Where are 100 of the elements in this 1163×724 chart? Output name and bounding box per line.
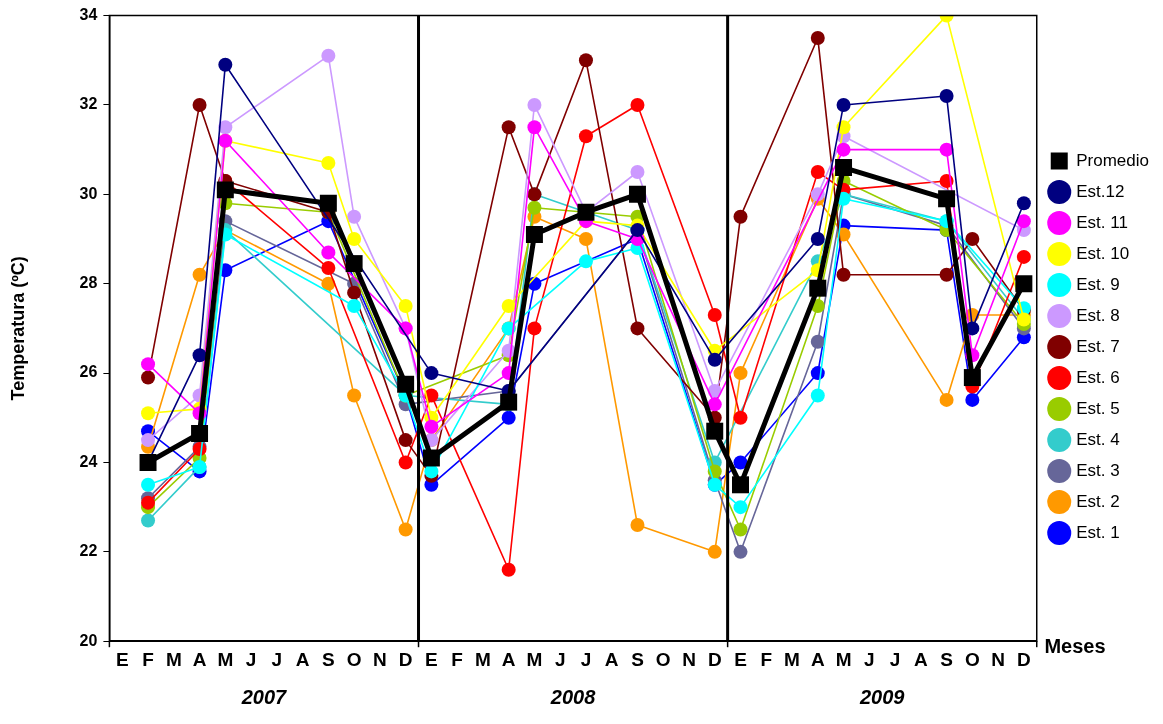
x-tick-label: F [760,648,773,670]
y-tick-label: 20 [79,631,98,649]
point [733,500,748,515]
x-tick-label: A [295,648,310,670]
x-tick-label: O [346,648,362,670]
point [501,299,516,314]
x-tick-label: D [707,648,722,670]
point [733,410,748,425]
point [578,232,593,247]
x-tick-label: A [913,648,928,670]
y-tick-label: 28 [79,274,98,292]
point [141,495,156,510]
point [347,232,362,247]
point [965,392,980,407]
point [810,232,825,247]
legend-label: Est. 6 [1076,367,1120,387]
point [733,455,748,470]
point [938,190,956,208]
point [319,194,337,212]
y-tick-label: 32 [79,95,98,113]
text: 2009 [858,685,906,708]
text: 2008 [549,685,597,708]
point [630,97,645,112]
x-tick-label: J [554,648,566,670]
x-tick-label: E [425,648,438,670]
point [501,410,516,425]
point [347,285,362,300]
point [398,455,413,470]
x-tick-label: N [682,648,696,670]
point [141,513,156,528]
point [1016,249,1031,264]
x-tick-label: S [322,648,335,670]
point [578,129,593,144]
x-tick-label: M [784,648,800,670]
x-tick-label: J [271,648,283,670]
x-tick-label: A [810,648,825,670]
y-axis-title: Temperatura (ºC) [7,256,28,401]
point [398,433,413,448]
y-tick-label: 24 [79,452,98,470]
point [939,142,954,157]
point [527,120,542,135]
point [422,449,440,467]
x-tick-label: A [501,648,516,670]
point [939,267,954,282]
point [347,388,362,403]
x-tick-label: D [1017,648,1031,670]
point [424,366,439,381]
point [810,334,825,349]
point [628,185,646,203]
x-tick-label: M [165,648,182,670]
x-tick-label: N [373,648,387,670]
x-tick-label: A [604,648,619,670]
x-tick-label: F [451,648,463,670]
point [321,156,336,171]
legend-label: Est. 5 [1076,398,1120,418]
point [321,261,336,276]
x-tick-label: S [631,648,644,670]
legend-label: Est. 1 [1076,522,1120,542]
point [939,89,954,104]
point [527,97,542,112]
point [836,267,851,282]
point [733,209,748,224]
point [347,299,362,314]
x-tick-label: M [217,648,234,670]
point [321,48,336,63]
x-tick-label: O [964,648,980,670]
point [398,522,413,537]
point [733,544,748,559]
point [810,30,825,45]
point [525,226,543,244]
point [398,299,413,314]
x-axis-title: Meses [1044,634,1106,657]
point [836,142,851,157]
legend-label: Est. 9 [1076,274,1120,294]
point [733,522,748,537]
point [321,245,336,260]
point [963,369,981,387]
point [578,254,593,269]
point [1016,196,1031,211]
x-tick-label: M [835,648,852,670]
point [578,53,593,68]
y-tick-label: 34 [79,6,98,24]
point [397,375,415,393]
point [345,255,363,273]
x-tick-label: F [142,648,154,670]
point [141,433,156,448]
legend-label: Est. 10 [1076,243,1130,263]
point [707,397,722,412]
point [527,200,542,215]
point [501,120,516,135]
x-tick-label: J [864,648,875,670]
point [216,181,234,199]
point [192,348,207,363]
point [836,97,851,112]
point [192,267,207,282]
x-tick-label: E [115,648,129,670]
point [141,406,156,421]
legend-label: Est.12 [1076,181,1125,201]
point [630,321,645,336]
point [527,321,542,336]
